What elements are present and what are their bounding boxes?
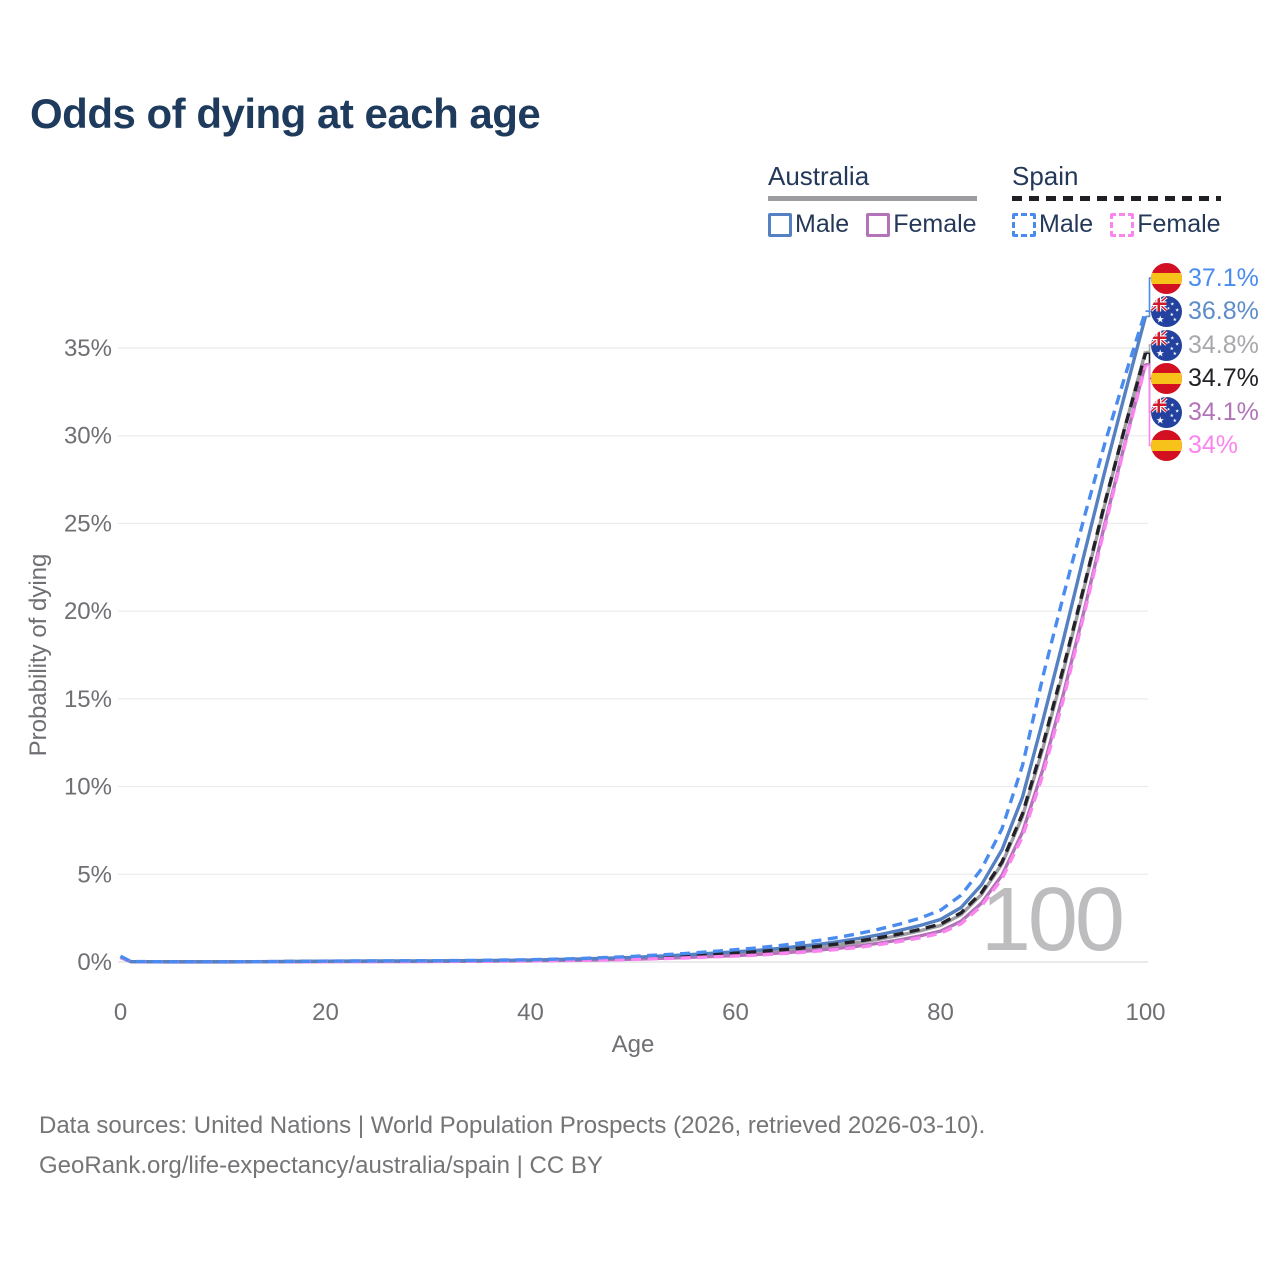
end-label-value: 34% (1188, 431, 1239, 459)
y-tick-label: 5% (77, 861, 112, 888)
svg-text:★: ★ (1173, 418, 1178, 424)
svg-text:★: ★ (1175, 408, 1180, 414)
x-tick-label: 60 (722, 999, 749, 1026)
end-label-value: 37.1% (1188, 263, 1259, 292)
axis-ticks: 0% 5% 10% 15% 20% 25% 30% 35% 0 20 40 60 80 100 (64, 335, 1166, 1026)
svg-text:★: ★ (1173, 351, 1178, 357)
y-tick-label: 10% (64, 774, 112, 801)
legend-item-spain-male[interactable]: Male (1012, 210, 1093, 239)
end-label-value: 34.1% (1188, 397, 1259, 426)
spain-male-swatch (1012, 212, 1036, 237)
spain-female-swatch (1110, 212, 1135, 237)
svg-text:★: ★ (1156, 348, 1165, 359)
australia-male-swatch (768, 212, 792, 237)
data-sources-line: Data sources: United Nations | World Pop… (39, 1112, 986, 1139)
legend-label-male: Male (1039, 210, 1094, 238)
y-tick-label: 25% (64, 510, 112, 537)
x-tick-label: 20 (312, 999, 339, 1026)
y-tick-label: 35% (64, 335, 112, 362)
end-label-es-all: 34.7% (1151, 363, 1259, 395)
end-label-au-male: ★ ★ ★ ★ ★ ★ 36.8% (1151, 296, 1259, 328)
svg-text:★: ★ (1170, 345, 1175, 351)
end-label-value: 36.8% (1188, 297, 1259, 325)
x-tick-label: 0 (114, 999, 127, 1026)
svg-text:★: ★ (1170, 402, 1175, 408)
svg-text:★: ★ (1175, 308, 1180, 314)
legend-item-spain-female[interactable]: Female (1110, 210, 1221, 239)
x-tick-label: 40 (517, 999, 544, 1026)
legend-label-male: Male (795, 210, 850, 238)
legend-item-australia-female[interactable]: Female (866, 210, 977, 239)
end-label-value: 34.8% (1188, 330, 1259, 359)
australia-flag-icon: ★ ★ ★ ★ ★ ★ (1151, 396, 1182, 428)
hover-age-watermark: 100 (980, 870, 1125, 970)
australia-solid-line-key (768, 196, 977, 201)
y-tick-label: 20% (64, 598, 112, 625)
attribution-line: GeoRank.org/life-expectancy/australia/sp… (39, 1152, 603, 1179)
svg-text:★: ★ (1156, 315, 1165, 326)
legend-label-female: Female (893, 210, 977, 238)
legend-group-australia: Australia Male Female (768, 161, 977, 239)
legend-label-female: Female (1137, 210, 1221, 238)
legend-header-australia[interactable]: Australia (768, 161, 870, 191)
series-line-au-male[interactable] (119, 315, 1148, 964)
series-lines (119, 310, 1148, 964)
australia-flag-icon: ★ ★ ★ ★ ★ ★ (1151, 296, 1182, 327)
y-tick-label: 15% (64, 686, 112, 713)
australia-female-swatch (866, 212, 891, 237)
svg-text:★: ★ (1175, 341, 1180, 347)
footer: Data sources: United Nations | World Pop… (39, 1106, 985, 1186)
svg-text:★: ★ (1156, 415, 1165, 426)
y-tick-label: 0% (77, 949, 112, 976)
svg-text:★: ★ (1173, 317, 1178, 323)
end-label-au-all: ★ ★ ★ ★ ★ ★ 34.8% (1151, 329, 1259, 361)
legend-item-australia-male[interactable]: Male (768, 210, 849, 239)
legend-header-spain[interactable]: Spain (1012, 161, 1079, 191)
series-line-es-male[interactable] (119, 310, 1148, 964)
svg-text:★: ★ (1170, 302, 1175, 308)
svg-text:★: ★ (1170, 412, 1175, 418)
x-tick-label: 80 (927, 999, 954, 1026)
end-label-value: 34.7% (1188, 364, 1259, 392)
x-tick-label: 100 (1125, 999, 1165, 1026)
svg-text:★: ★ (1170, 312, 1175, 318)
legend-group-spain: Spain Male Female (1012, 161, 1221, 239)
svg-text:★: ★ (1167, 306, 1171, 311)
spain-flag-icon (1151, 430, 1182, 461)
end-label-es-female: 34% (1151, 430, 1238, 462)
x-axis-title: Age (612, 1031, 655, 1058)
svg-text:★: ★ (1167, 339, 1171, 344)
page-title: Odds of dying at each age (30, 90, 541, 137)
svg-text:★: ★ (1167, 406, 1171, 411)
spain-flag-icon (1151, 262, 1182, 294)
y-axis-title: Probability of dying (25, 554, 52, 757)
svg-text:★: ★ (1170, 335, 1175, 341)
australia-flag-icon: ★ ★ ★ ★ ★ ★ (1151, 329, 1182, 361)
spain-flag-icon (1151, 363, 1182, 394)
end-label-es-male: 37.1% (1151, 262, 1259, 294)
end-label-au-female: ★ ★ ★ ★ ★ ★ 34.1% (1151, 396, 1259, 428)
y-tick-label: 30% (64, 423, 112, 450)
spain-dashed-line-key (1012, 196, 1221, 201)
